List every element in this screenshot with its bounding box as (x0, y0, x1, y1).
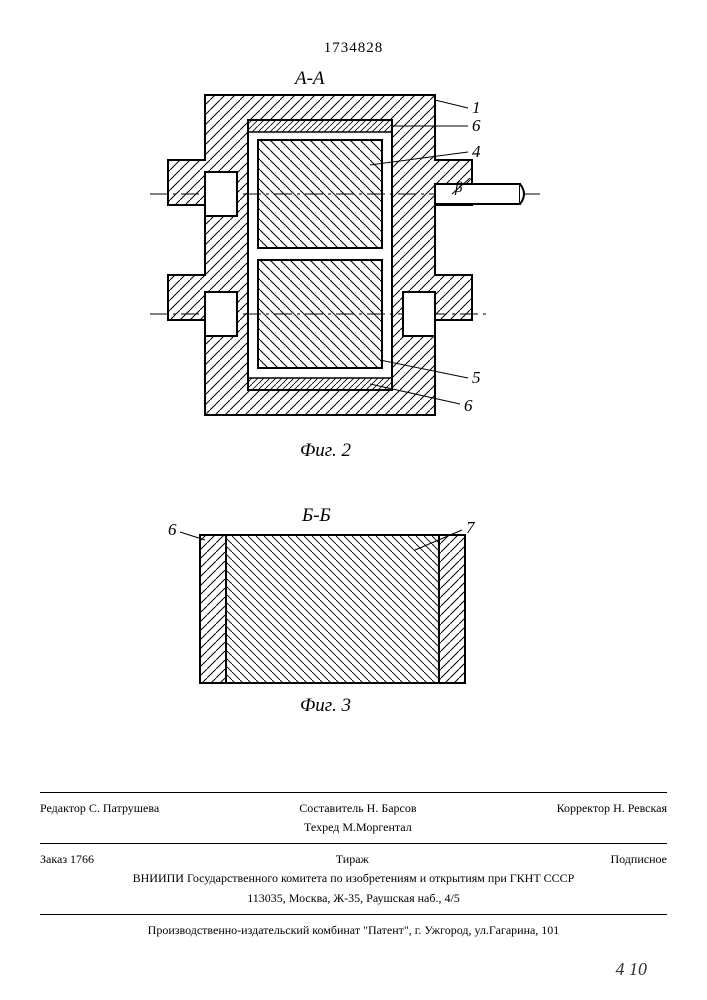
callout-5: 5 (472, 368, 481, 388)
editor-block: Редактор С. Патрушева (40, 799, 159, 837)
callout-4: 4 (472, 142, 481, 162)
fig3-band-left (200, 535, 226, 683)
callout-1: 1 (472, 98, 481, 118)
handwritten-note: 4 10 (616, 959, 648, 980)
fig3-band-right (439, 535, 465, 683)
fig3-core (226, 535, 439, 683)
fig2-caption: Фиг. 2 (300, 440, 351, 462)
page: 1734828 А-А (0, 0, 707, 1000)
bearing-right-lower (403, 292, 435, 336)
callout-6-fig3: 6 (168, 520, 177, 540)
callout-6-bottom: 6 (464, 396, 473, 416)
press-line: Производственно-издательский комбинат "П… (40, 921, 667, 940)
figure-3 (0, 480, 707, 700)
org-line-2: 113035, Москва, Ж-35, Раушская наб., 4/5 (40, 889, 667, 908)
footer: Редактор С. Патрушева Составитель Н. Бар… (40, 786, 667, 940)
shaft (435, 184, 520, 204)
leader-1 (435, 100, 468, 108)
figure-2 (0, 0, 707, 420)
bearing-left-lower (205, 292, 237, 336)
callout-beta: β (455, 180, 462, 197)
org-line-1: ВНИИПИ Государственного комитета по изоб… (40, 869, 667, 888)
shaft-end (520, 184, 524, 204)
bearing-left-upper (205, 172, 237, 216)
fig3-caption: Фиг. 3 (300, 695, 351, 717)
liner-top (248, 120, 392, 132)
callout-7: 7 (466, 518, 475, 538)
corrector-block: Корректор Н. Ревская (557, 799, 667, 837)
compiler-block: Составитель Н. Барсов Техред М.Моргентал (199, 799, 516, 837)
order-row: Заказ 1766 Тираж Подписное (40, 850, 667, 869)
callout-6-top: 6 (472, 116, 481, 136)
